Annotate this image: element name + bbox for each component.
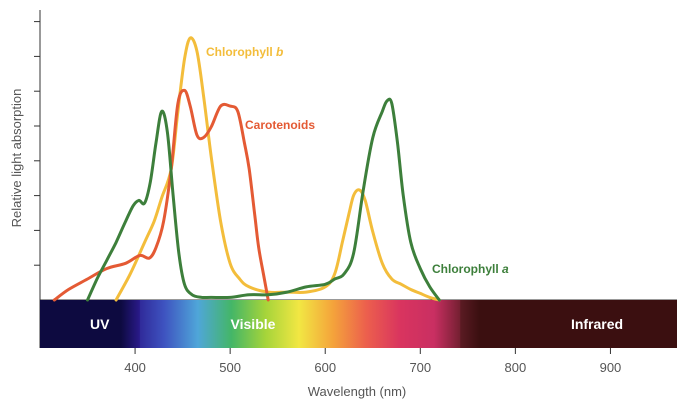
series-lines <box>52 36 441 302</box>
series-label-chlorophyll-b: Chlorophyll b <box>206 45 283 59</box>
series-label-chlorophyll-a: Chlorophyll a <box>432 262 509 276</box>
x-tick-label: 900 <box>600 360 622 375</box>
x-tick-label: 700 <box>409 360 431 375</box>
spectrum-band: UV Visible Infrared <box>40 300 677 348</box>
series-labels: Chlorophyll b Carotenoids Chlorophyll a <box>206 45 509 276</box>
series-line-chlorophyll-b <box>114 36 441 302</box>
x-axis-label: Wavelength (nm) <box>308 384 407 399</box>
x-tick-label: 600 <box>314 360 336 375</box>
y-ticks <box>34 21 40 266</box>
y-axis-label: Relative light absorption <box>9 89 24 228</box>
x-ticks: 400 500 600 700 800 900 <box>124 348 621 375</box>
band-region-infrared <box>467 300 677 348</box>
x-tick-label: 400 <box>124 360 146 375</box>
series-line-carotenoids <box>52 88 270 302</box>
band-label-visible: Visible <box>231 316 276 332</box>
band-transition-uv <box>120 300 140 348</box>
band-label-uv: UV <box>90 316 110 332</box>
x-tick-label: 500 <box>219 360 241 375</box>
band-region-visible <box>130 300 468 348</box>
band-label-infrared: Infrared <box>571 316 623 332</box>
band-region-uv <box>40 300 131 348</box>
series-line-chlorophyll-a <box>86 97 441 302</box>
x-tick-label: 800 <box>505 360 527 375</box>
band-transition-ir <box>460 300 480 348</box>
series-label-carotenoids: Carotenoids <box>245 118 315 132</box>
